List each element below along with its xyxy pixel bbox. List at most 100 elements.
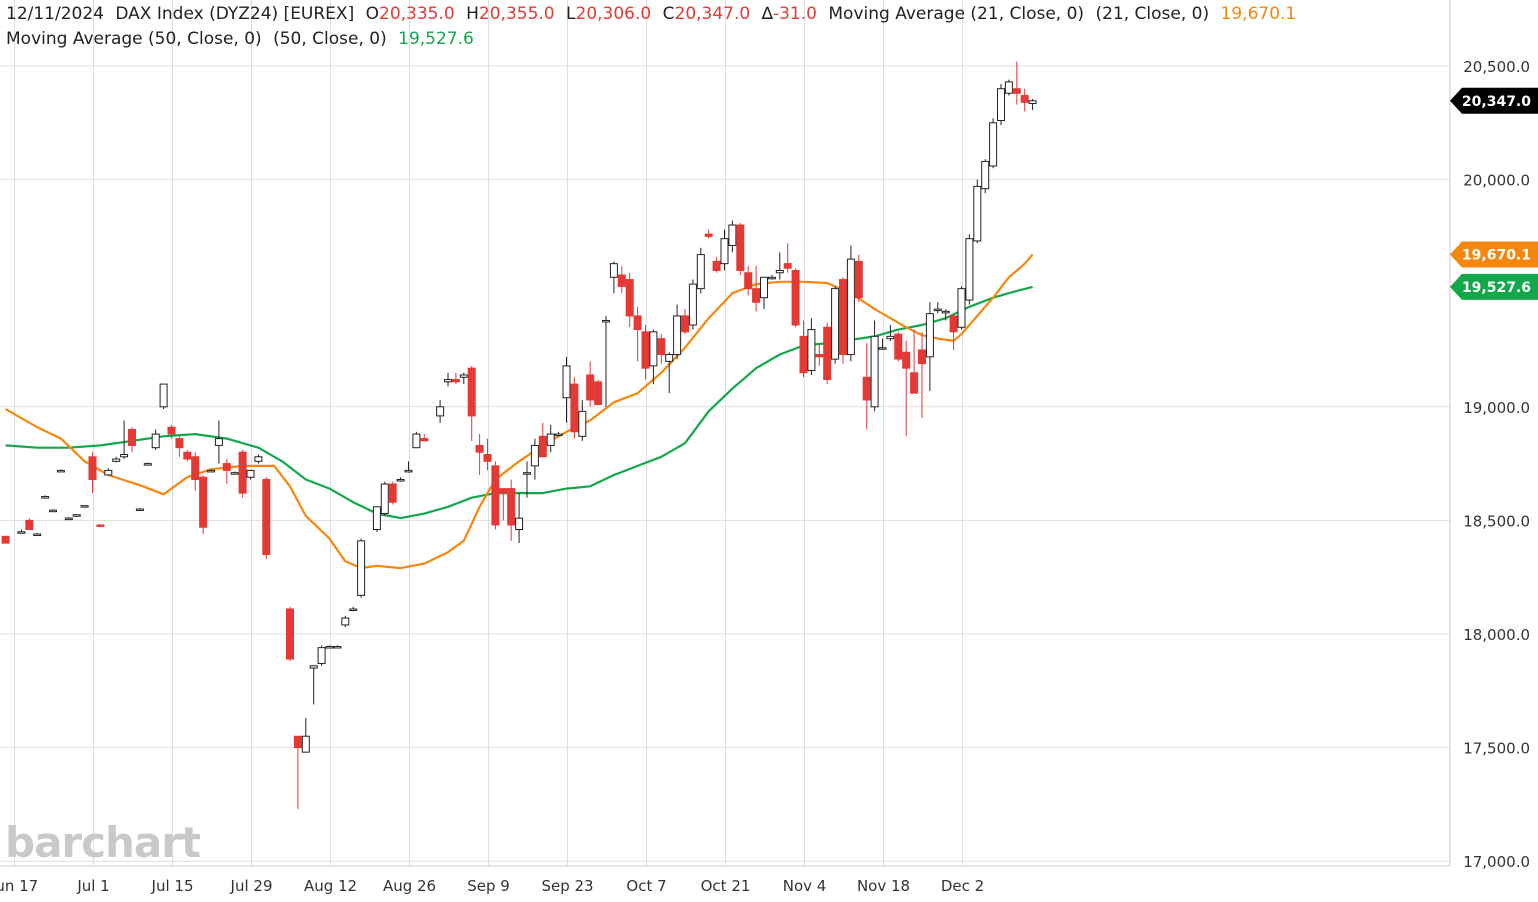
candle: [64, 516, 73, 521]
candle: [380, 481, 389, 516]
candle: [183, 449, 192, 462]
candle: [159, 383, 168, 410]
candle: [475, 434, 484, 475]
candle-body: [625, 279, 634, 317]
candle-body: [80, 505, 89, 508]
candle: [894, 331, 903, 362]
candle: [175, 436, 184, 457]
candle-body: [491, 465, 500, 526]
candle: [507, 479, 516, 541]
candle: [775, 252, 784, 280]
candle: [752, 265, 761, 312]
candle-body: [341, 617, 350, 626]
candle: [199, 474, 208, 535]
candle-body: [372, 506, 381, 530]
y-tick-label: 19,000.0: [1463, 399, 1530, 417]
candle-body: [910, 372, 919, 394]
legend-open-label: O: [365, 4, 380, 24]
candle-body: [554, 433, 563, 437]
candle: [349, 606, 358, 612]
candle-body: [688, 283, 697, 326]
candle-body: [56, 469, 65, 473]
candle-body: [602, 319, 610, 323]
x-tick-label: Aug 12: [304, 877, 357, 895]
candle: [602, 315, 610, 407]
candle-body: [183, 451, 192, 460]
candle-body: [64, 517, 73, 521]
candle: [17, 529, 26, 534]
candle-body: [451, 379, 460, 383]
candle-body: [594, 381, 603, 406]
last-price-tag-bg: [1450, 87, 1538, 114]
candle-body: [444, 379, 452, 383]
candle-body: [633, 315, 642, 331]
candle: [609, 261, 618, 294]
candle: [56, 469, 65, 473]
candle: [262, 477, 271, 560]
candle-body: [791, 269, 800, 326]
candle: [412, 431, 421, 449]
candle-body: [775, 269, 784, 274]
candle: [744, 265, 753, 296]
candle-body: [254, 456, 263, 462]
candle-body: [720, 238, 729, 265]
y-tick-label: 18,500.0: [1463, 512, 1530, 530]
candle-body: [704, 233, 713, 237]
candle: [957, 286, 966, 330]
candle-body: [420, 438, 429, 442]
legend-open-value: 20,335.0: [379, 4, 455, 24]
candle: [728, 220, 737, 253]
candle-body: [1020, 95, 1029, 103]
legend-ma21-params: (21, Close, 0): [1095, 4, 1210, 24]
candle-body: [1028, 100, 1037, 104]
candle: [254, 454, 263, 464]
candle-body: [143, 463, 152, 466]
candle-body: [570, 383, 579, 433]
candle-body: [807, 329, 816, 371]
candle: [594, 379, 603, 406]
candle-body: [886, 335, 895, 340]
candle: [396, 477, 405, 482]
candle-body: [673, 315, 682, 356]
candle: [49, 509, 57, 513]
candle: [25, 518, 34, 530]
candle-body: [854, 260, 863, 299]
x-tick-label: Jul 1: [76, 877, 109, 895]
candle-body: [301, 735, 310, 753]
candle: [151, 429, 160, 450]
candle-body: [214, 438, 223, 446]
candle-body: [878, 347, 887, 350]
candle: [586, 361, 595, 407]
candle: [870, 320, 879, 412]
legend-ma50-value: 19,527.6: [398, 29, 474, 49]
candle-body: [412, 433, 421, 449]
legend-ma50-name: Moving Average (50, Close, 0): [6, 29, 262, 49]
candle-body: [957, 288, 966, 328]
candle-body: [349, 608, 358, 612]
candle-body: [696, 254, 705, 290]
candle: [207, 469, 215, 473]
legend-change-value: -31.0: [772, 4, 817, 24]
candle-body: [752, 288, 761, 303]
candle-body: [681, 315, 689, 333]
candle: [120, 420, 129, 460]
x-tick-label: Jul 15: [151, 877, 194, 895]
candle: [80, 505, 89, 508]
candle-body: [380, 483, 389, 515]
legend-high-value: 20,355.0: [478, 4, 555, 24]
last-price-tag-label: 20,347.0: [1462, 94, 1531, 110]
candle: [499, 488, 508, 521]
candle-body: [286, 608, 294, 660]
x-tick-label: Dec 2: [941, 877, 984, 895]
candle-body: [309, 665, 318, 669]
candle-body: [135, 508, 144, 512]
candle: [799, 320, 808, 378]
candle-body: [965, 238, 974, 301]
candle: [578, 399, 587, 441]
candle-body: [41, 496, 50, 499]
candle: [981, 159, 990, 194]
candle-body: [230, 472, 239, 475]
candle-body: [546, 433, 555, 446]
candle: [878, 338, 887, 350]
